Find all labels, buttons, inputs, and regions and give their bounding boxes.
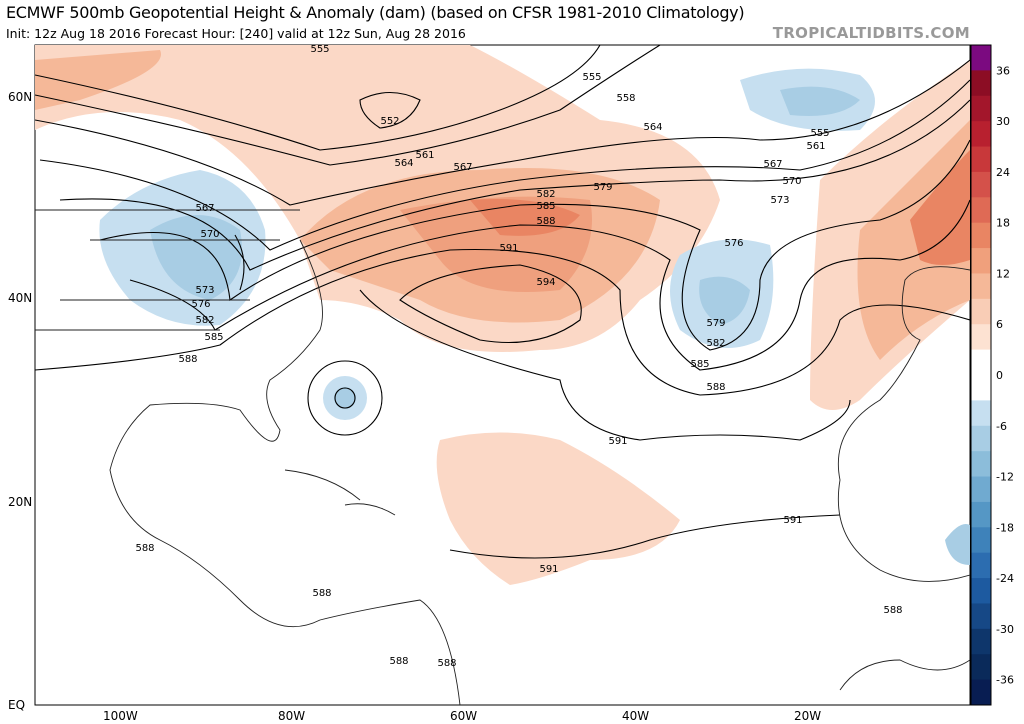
colorbar-swatch [971, 248, 991, 274]
contour-label: 594 [536, 277, 555, 288]
colorbar-swatch [971, 400, 991, 427]
colorbar-swatch [971, 197, 991, 224]
colorbar-tick-label: -36 [996, 674, 1014, 687]
lon-label-40w: 40W [622, 709, 649, 723]
colorbar-swatch [971, 425, 991, 452]
contour-label: 582 [536, 189, 555, 200]
colorbar-swatch [971, 45, 991, 71]
colorbar-swatch [971, 146, 991, 173]
colorbar-outline [970, 44, 992, 706]
contour-label: 588 [178, 354, 197, 365]
contour-label: 567 [763, 159, 782, 170]
colorbar-tick-label: 30 [996, 115, 1010, 128]
contour-label: 576 [724, 238, 743, 249]
colorbar-swatch [971, 451, 991, 478]
contour-label: 579 [593, 182, 612, 193]
colorbar-tick-label: 12 [996, 267, 1010, 280]
brand-watermark: TROPICALTIDBITS.COM [772, 24, 970, 42]
colorbar-tick-label: -18 [996, 521, 1014, 534]
colorbar-tick-label: 6 [996, 318, 1003, 331]
lat-label-60n: 60N [8, 90, 32, 104]
coastlines [35, 209, 970, 705]
contour-label: 555 [810, 128, 829, 139]
anomaly-fill [35, 45, 970, 585]
colorbar-swatch [971, 527, 991, 554]
colorbar-swatch [971, 628, 991, 655]
contour-label: 588 [536, 216, 555, 227]
colorbar-swatch [971, 578, 991, 604]
contour-label: 585 [204, 332, 223, 343]
colorbar-swatch [971, 476, 991, 503]
colorbar-tick-label: 24 [996, 166, 1010, 179]
colorbar-swatch [971, 273, 991, 300]
contour-label: 564 [394, 158, 413, 169]
colorbar-swatch [971, 95, 991, 122]
colorbar-swatch [971, 222, 991, 249]
colorbar-tick-label: 36 [996, 64, 1010, 77]
contour-label: 582 [195, 315, 214, 326]
lat-label-20n: 20N [8, 495, 32, 509]
contour-label: 576 [191, 299, 210, 310]
colorbar-swatch [971, 679, 991, 706]
colorbar-swatch [971, 298, 991, 325]
contour-label: 552 [380, 116, 399, 127]
lat-label-40n: 40N [8, 291, 32, 305]
contour-label: 588 [706, 382, 725, 393]
contour-label: 579 [706, 318, 725, 329]
colorbar-tick-label: -24 [996, 572, 1014, 585]
colorbar: 36 30 24 18 12 6 0 -6 -12 -18 -24 -30 -36 [970, 44, 1014, 706]
height-contours [35, 45, 970, 559]
colorbar-swatch [971, 324, 991, 351]
lon-label-80w: 80W [278, 709, 305, 723]
contour-label: 588 [389, 656, 408, 667]
map-subtitle: Init: 12z Aug 18 2016 Forecast Hour: [24… [6, 26, 466, 41]
lon-label-60w: 60W [450, 709, 477, 723]
contour-label: 561 [415, 150, 434, 161]
contour-label: 591 [539, 564, 558, 575]
contour-label: 573 [195, 285, 214, 296]
colorbar-tick-label: -6 [996, 420, 1007, 433]
contour-label: 567 [453, 162, 472, 173]
lon-label-20w: 20W [794, 709, 821, 723]
contour-label: 585 [690, 359, 709, 370]
contour-label: 555 [582, 72, 601, 83]
colorbar-tick-label: -12 [996, 471, 1014, 484]
colorbar-swatch [971, 70, 991, 97]
lat-label-eq: EQ [8, 698, 25, 712]
contour-label: 573 [770, 195, 789, 206]
contour-label: 555 [310, 44, 329, 55]
colorbar-swatch [971, 603, 991, 630]
colorbar-swatch [971, 501, 991, 528]
colorbar-tick-label: -30 [996, 623, 1014, 636]
contour-label: 588 [883, 605, 902, 616]
contour-label: 585 [536, 201, 555, 212]
contour-label: 582 [706, 338, 725, 349]
contour-label: 567 [195, 203, 214, 214]
contour-label: 558 [616, 93, 635, 104]
contour-label: 591 [608, 436, 627, 447]
contour-label: 570 [200, 229, 219, 240]
map-title: ECMWF 500mb Geopotential Height & Anomal… [6, 3, 745, 22]
colorbar-swatch [971, 654, 991, 681]
contour-label: 570 [782, 176, 801, 187]
colorbar-swatch [971, 349, 991, 376]
contour-label: 591 [783, 515, 802, 526]
lon-label-100w: 100W [103, 709, 138, 723]
colorbar-swatch [971, 552, 991, 579]
contour-label: 588 [135, 543, 154, 554]
colorbar-tick-label: 0 [996, 369, 1003, 382]
contour-label: 564 [643, 122, 662, 133]
colorbar-tick-label: 18 [996, 217, 1010, 230]
contour-label: 591 [499, 243, 518, 254]
colorbar-swatch [971, 121, 991, 148]
contour-label: 588 [312, 588, 331, 599]
contour-label: 588 [437, 658, 456, 669]
colorbar-swatch [971, 375, 991, 401]
contour-label: 561 [806, 141, 825, 152]
colorbar-swatch [971, 171, 991, 198]
